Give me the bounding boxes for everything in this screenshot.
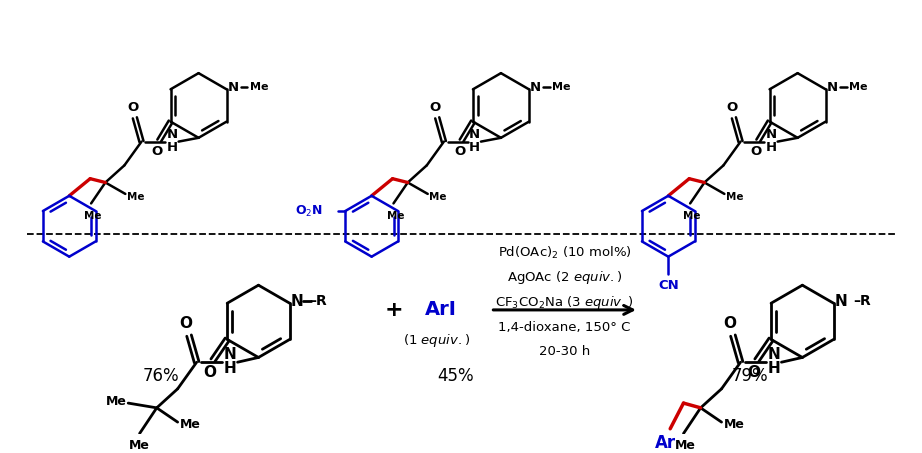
Text: N: N <box>291 294 303 309</box>
Text: Me: Me <box>552 82 571 92</box>
Text: Me: Me <box>84 211 101 221</box>
Text: N: N <box>468 129 479 141</box>
Text: 76%: 76% <box>142 367 179 386</box>
Text: CN: CN <box>658 279 679 292</box>
Text: Me: Me <box>105 395 126 408</box>
Text: +: + <box>384 300 403 320</box>
Text: H: H <box>223 361 236 376</box>
Text: N: N <box>223 347 236 362</box>
Text: H: H <box>468 141 479 154</box>
Text: O: O <box>751 145 762 158</box>
Text: Me: Me <box>250 82 268 92</box>
Text: 1,4-dioxane, 150° C: 1,4-dioxane, 150° C <box>499 321 631 333</box>
Text: O: O <box>180 316 193 331</box>
Text: H: H <box>767 361 780 376</box>
Text: Ar: Ar <box>655 434 676 452</box>
Text: CF$_3$CO$_2$Na (3 $\it{equiv.}$): CF$_3$CO$_2$Na (3 $\it{equiv.}$) <box>495 294 634 311</box>
Text: Me: Me <box>727 192 744 202</box>
Text: Me: Me <box>430 192 447 202</box>
Text: Me: Me <box>675 439 696 453</box>
Text: N: N <box>835 294 847 309</box>
Text: O: O <box>724 316 737 331</box>
Text: AgOAc (2 $\it{equiv.}$): AgOAc (2 $\it{equiv.}$) <box>507 269 622 286</box>
Text: 20-30 h: 20-30 h <box>539 345 590 358</box>
Text: Me: Me <box>127 192 145 202</box>
Text: H: H <box>166 141 178 154</box>
Text: N: N <box>827 81 838 94</box>
Text: 79%: 79% <box>732 367 768 386</box>
Text: Me: Me <box>848 82 868 92</box>
Text: N: N <box>767 347 780 362</box>
Text: Me: Me <box>180 419 200 431</box>
Text: O: O <box>454 145 466 158</box>
Text: O$_2$N: O$_2$N <box>295 203 323 218</box>
Text: O: O <box>204 365 217 380</box>
Text: N: N <box>166 129 178 141</box>
Text: H: H <box>765 141 776 154</box>
Text: O: O <box>151 145 163 158</box>
Text: Me: Me <box>129 439 150 453</box>
Text: N: N <box>530 81 541 94</box>
Text: Pd(OAc)$_2$ (10 mol%): Pd(OAc)$_2$ (10 mol%) <box>498 245 632 261</box>
Text: N: N <box>228 81 239 94</box>
Text: O: O <box>430 101 441 114</box>
Text: Me: Me <box>386 211 404 221</box>
Text: O: O <box>127 101 138 114</box>
Text: O: O <box>727 101 738 114</box>
Text: Me: Me <box>724 419 744 431</box>
Text: O: O <box>748 365 761 380</box>
Text: Me: Me <box>683 211 701 221</box>
Text: (1 $\it{equiv.}$): (1 $\it{equiv.}$) <box>403 332 470 349</box>
Text: –R: –R <box>310 294 327 308</box>
Text: 45%: 45% <box>437 367 474 386</box>
Text: –R: –R <box>853 294 871 308</box>
Text: N: N <box>765 129 776 141</box>
Text: ArI: ArI <box>425 300 457 319</box>
